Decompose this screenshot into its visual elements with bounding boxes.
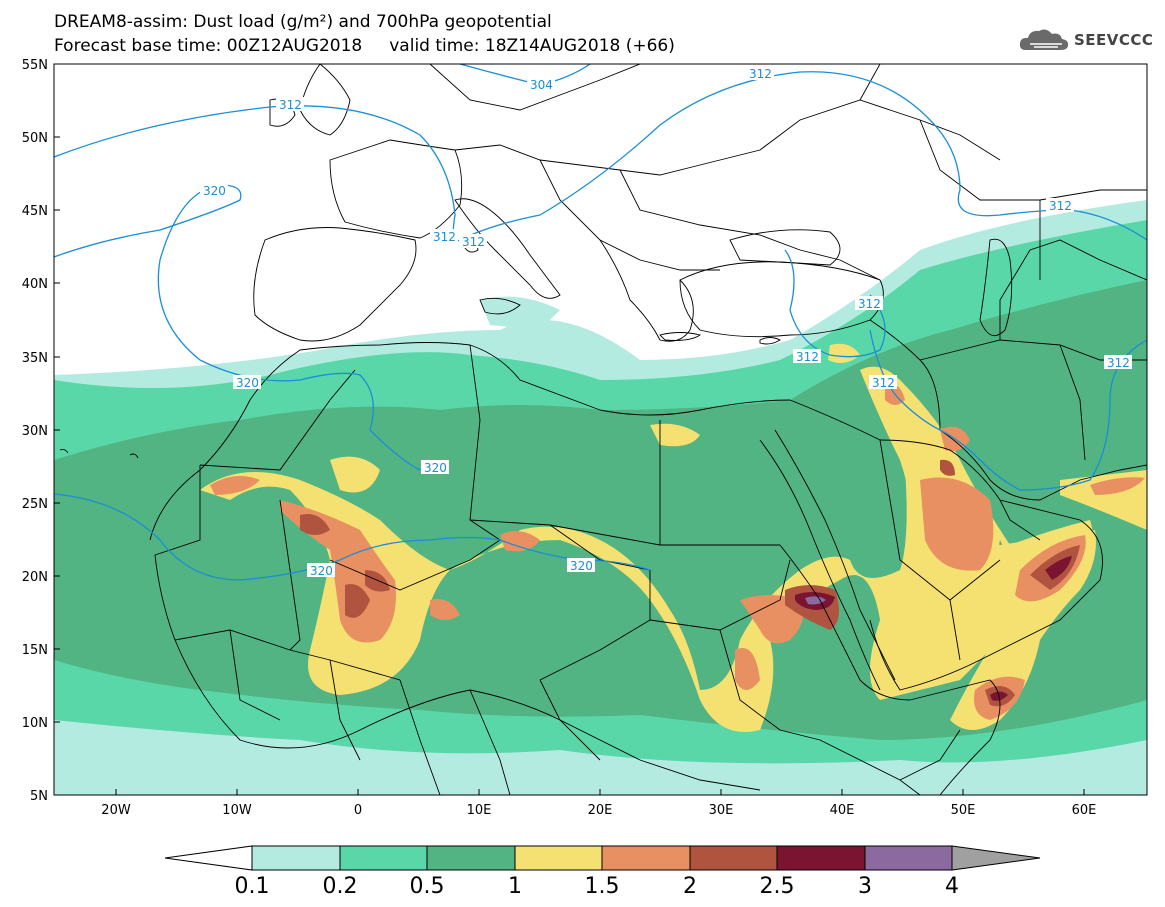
lat-label: 50N <box>22 131 48 146</box>
contour-label: 320 <box>236 376 259 390</box>
country-borders <box>59 64 1147 795</box>
seevccc-logo: SEEVCCC <box>1018 26 1153 54</box>
lon-label: 10E <box>467 803 492 818</box>
longitude-labels: 20W 10W 0 10E 20E 30E 40E 50E 60E <box>101 803 1096 818</box>
colorbar-label: 3 <box>858 874 872 899</box>
colorbar-label: 1 <box>508 874 522 899</box>
colorbar-label: 4 <box>945 874 959 899</box>
contour-label: 312 <box>462 235 485 249</box>
contour-label: 312 <box>1049 199 1072 213</box>
contour-label: 312 <box>796 350 819 364</box>
colorbar-segment <box>251 845 341 871</box>
lat-label: 45N <box>22 204 48 219</box>
axis-ticks <box>54 63 1085 795</box>
colorbar-segment <box>776 845 866 871</box>
contour-label: 320 <box>570 559 593 573</box>
forecast-time-line: Forecast base time: 00Z12AUG2018 valid t… <box>54 36 675 56</box>
lon-label: 40E <box>830 803 855 818</box>
lat-label: 20N <box>22 570 48 585</box>
colorbar-high-arrow <box>951 845 1041 871</box>
contour-label: 312 <box>858 297 881 311</box>
colorbar-low-arrow <box>164 845 253 871</box>
colorbar-label: 0.5 <box>410 874 445 899</box>
colorbar-segment <box>864 845 953 871</box>
contour-label: 312 <box>279 98 302 112</box>
lat-label: 55N <box>22 58 48 73</box>
colorbar-label: 0.1 <box>235 874 270 899</box>
contour-label: 312 <box>749 67 772 81</box>
map-title: DREAM8-assim: Dust load (g/m²) and 700hP… <box>54 12 552 32</box>
cloud-icon <box>1019 29 1069 50</box>
colorbar-label: 1.5 <box>585 874 620 899</box>
contour-label: 304 <box>530 78 553 92</box>
lon-label: 20E <box>588 803 613 818</box>
lat-label: 40N <box>22 277 48 292</box>
contour-label: 320 <box>424 461 447 475</box>
colorbar: 0.1 0.2 0.5 1 1.5 2 2.5 3 4 <box>164 845 1041 899</box>
colorbar-label: 0.2 <box>323 874 358 899</box>
contour-label: 312 <box>1107 356 1130 370</box>
contour-label: 312 <box>433 230 456 244</box>
lon-label: 0 <box>354 803 362 818</box>
colorbar-label: 2 <box>683 874 697 899</box>
lon-label: 50E <box>951 803 976 818</box>
colorbar-label: 2.5 <box>760 874 795 899</box>
lon-label: 20W <box>101 803 131 818</box>
lon-label: 30E <box>709 803 734 818</box>
latitude-labels: 55N 50N 45N 40N 35N 30N 25N 20N 15N 10N … <box>22 58 48 804</box>
logo-text: SEEVCCC <box>1074 31 1154 49</box>
lat-label: 30N <box>22 424 48 439</box>
contour-label: 320 <box>203 184 226 198</box>
contour-label: 312 <box>872 376 895 390</box>
lat-label: 35N <box>22 351 48 366</box>
colorbar-segment <box>426 845 516 871</box>
colorbar-segment <box>514 845 603 871</box>
lon-label: 60E <box>1072 803 1097 818</box>
contour-label: 320 <box>310 564 333 578</box>
lat-label: 25N <box>22 497 48 512</box>
colorbar-segment <box>689 845 778 871</box>
lat-label: 15N <box>22 643 48 658</box>
contour-labels: 304 312 312 312 312 312 312 312 312 312 … <box>200 66 1132 578</box>
colorbar-segment <box>339 845 428 871</box>
map-area: 304 312 312 312 312 312 312 312 312 312 … <box>54 64 1147 795</box>
lon-label: 10W <box>222 803 252 818</box>
lat-label: 10N <box>22 716 48 731</box>
lat-label: 5N <box>30 789 48 804</box>
colorbar-segment <box>601 845 691 871</box>
